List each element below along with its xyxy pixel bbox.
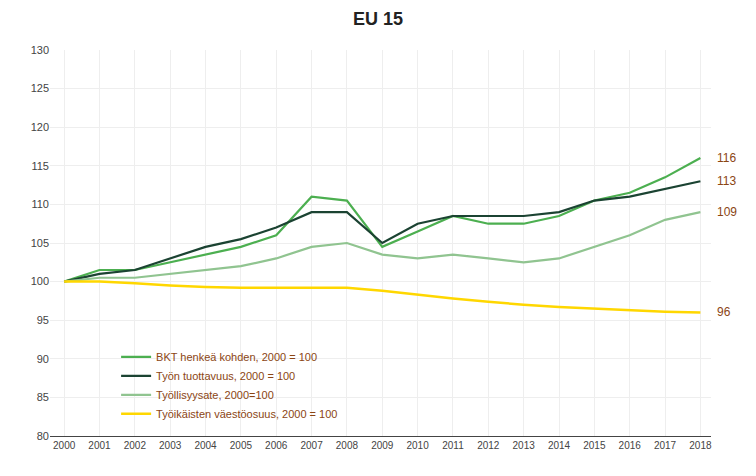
svg-text:115: 115 xyxy=(31,160,49,172)
svg-text:85: 85 xyxy=(37,391,49,403)
svg-text:2001: 2001 xyxy=(88,440,111,451)
svg-text:2012: 2012 xyxy=(477,440,500,451)
svg-text:109: 109 xyxy=(717,205,737,219)
svg-text:2007: 2007 xyxy=(300,440,323,451)
svg-text:116: 116 xyxy=(717,151,736,165)
svg-text:EU 15: EU 15 xyxy=(353,9,403,29)
svg-text:100: 100 xyxy=(31,275,49,287)
svg-text:BKT henkeä kohden, 2000 = 100: BKT henkeä kohden, 2000 = 100 xyxy=(156,351,317,363)
svg-text:2016: 2016 xyxy=(619,440,642,451)
svg-text:2008: 2008 xyxy=(336,440,359,451)
svg-text:2004: 2004 xyxy=(194,440,217,451)
svg-text:2006: 2006 xyxy=(265,440,288,451)
svg-text:105: 105 xyxy=(31,237,49,249)
svg-text:Työllisyysate, 2000=100: Työllisyysate, 2000=100 xyxy=(156,389,274,401)
svg-text:90: 90 xyxy=(37,353,49,365)
svg-text:113: 113 xyxy=(717,174,736,188)
svg-text:96: 96 xyxy=(717,305,731,319)
svg-text:2003: 2003 xyxy=(159,440,182,451)
svg-text:120: 120 xyxy=(31,121,49,133)
svg-text:125: 125 xyxy=(31,82,49,94)
svg-text:2000: 2000 xyxy=(53,440,76,451)
svg-text:2002: 2002 xyxy=(124,440,147,451)
svg-text:80: 80 xyxy=(37,430,49,442)
svg-text:2017: 2017 xyxy=(654,440,677,451)
svg-text:Työn tuottavuus, 2000 = 100: Työn tuottavuus, 2000 = 100 xyxy=(156,370,295,382)
svg-text:2009: 2009 xyxy=(371,440,394,451)
svg-text:2015: 2015 xyxy=(583,440,606,451)
svg-text:95: 95 xyxy=(37,314,49,326)
svg-text:110: 110 xyxy=(31,198,49,210)
svg-text:2014: 2014 xyxy=(548,440,571,451)
svg-text:2013: 2013 xyxy=(513,440,536,451)
svg-text:2010: 2010 xyxy=(406,440,429,451)
svg-text:2011: 2011 xyxy=(442,440,464,451)
svg-text:2005: 2005 xyxy=(230,440,253,451)
svg-text:2018: 2018 xyxy=(689,440,712,451)
svg-text:Työikäisten väestöosuus, 2000: Työikäisten väestöosuus, 2000 = 100 xyxy=(156,408,337,420)
svg-text:130: 130 xyxy=(31,44,49,56)
